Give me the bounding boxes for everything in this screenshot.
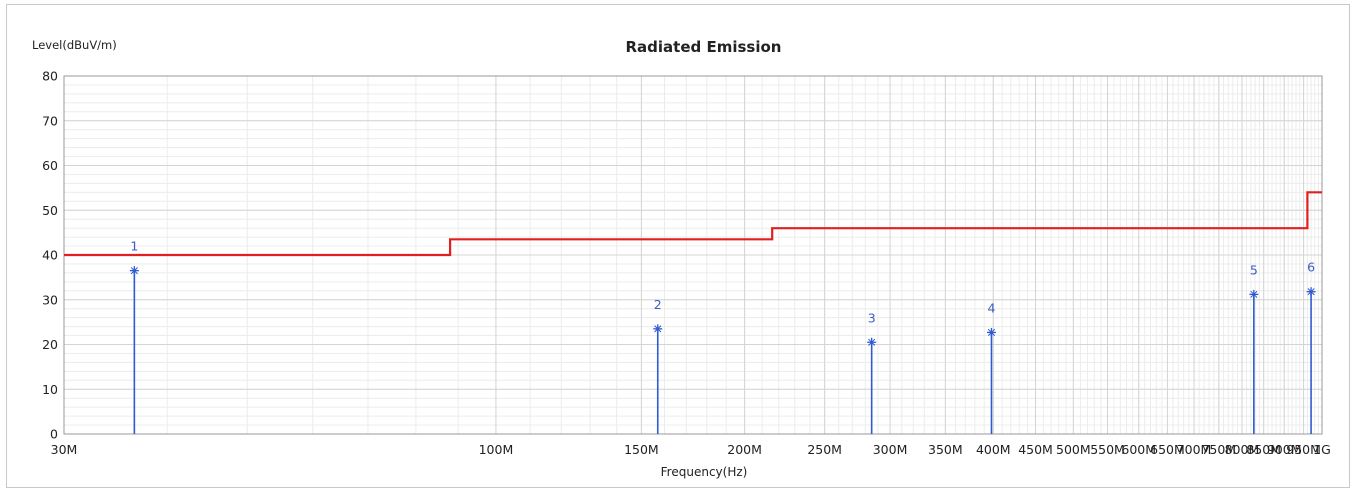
x-tick-label: 800M (1225, 442, 1260, 457)
marker-label: 3 (868, 310, 876, 325)
x-tick-label: 450M (1018, 442, 1053, 457)
x-tick-label: 500M (1056, 442, 1091, 457)
marker-label: 6 (1307, 260, 1315, 275)
x-tick-label: 150M (624, 442, 659, 457)
x-tick-label: 700M (1177, 442, 1212, 457)
x-tick-label: 600M (1121, 442, 1156, 457)
x-tick-label: 200M (727, 442, 762, 457)
x-tick-label: 950M (1286, 442, 1321, 457)
x-tick-label: 30M (51, 442, 78, 457)
marker-label: 2 (654, 297, 662, 312)
x-tick-label: 850M (1246, 442, 1281, 457)
y-tick-label: 70 (42, 113, 58, 128)
marker-star (1250, 290, 1258, 298)
y-tick-label: 50 (42, 203, 58, 218)
marker-star (987, 328, 996, 336)
y-tick-label: 10 (42, 382, 58, 397)
marker-star (868, 338, 876, 346)
marker-star (1307, 288, 1315, 296)
marker-star (130, 267, 138, 275)
x-axis-label: Frequency(Hz) (660, 465, 748, 479)
y-tick-label: 30 (42, 292, 58, 307)
marker-label: 1 (130, 239, 138, 254)
limit-line (64, 191, 1322, 257)
x-tick-label: 550M (1090, 442, 1125, 457)
x-tick-label: 900M (1267, 442, 1302, 457)
x-tick-label: 650M (1150, 442, 1185, 457)
y-axis-label: Level(dBuV/m) (32, 38, 117, 52)
x-tick-label: 300M (873, 442, 908, 457)
x-tick-label: 750M (1201, 442, 1236, 457)
chart-title: Radiated Emission (625, 38, 782, 56)
marker-star (654, 325, 662, 333)
y-tick-label: 20 (42, 337, 58, 352)
y-tick-label: 40 (42, 248, 58, 263)
x-tick-label: 250M (807, 442, 842, 457)
x-tick-label: 1G (1313, 442, 1331, 457)
x-tick-label: 400M (976, 442, 1011, 457)
x-tick-label: 100M (479, 442, 514, 457)
x-tick-label: 350M (928, 442, 963, 457)
y-tick-label: 0 (50, 427, 58, 442)
marker-label: 4 (988, 300, 996, 315)
marker-label: 5 (1250, 262, 1258, 277)
y-tick-label: 60 (42, 158, 58, 173)
y-tick-label: 80 (42, 69, 58, 84)
